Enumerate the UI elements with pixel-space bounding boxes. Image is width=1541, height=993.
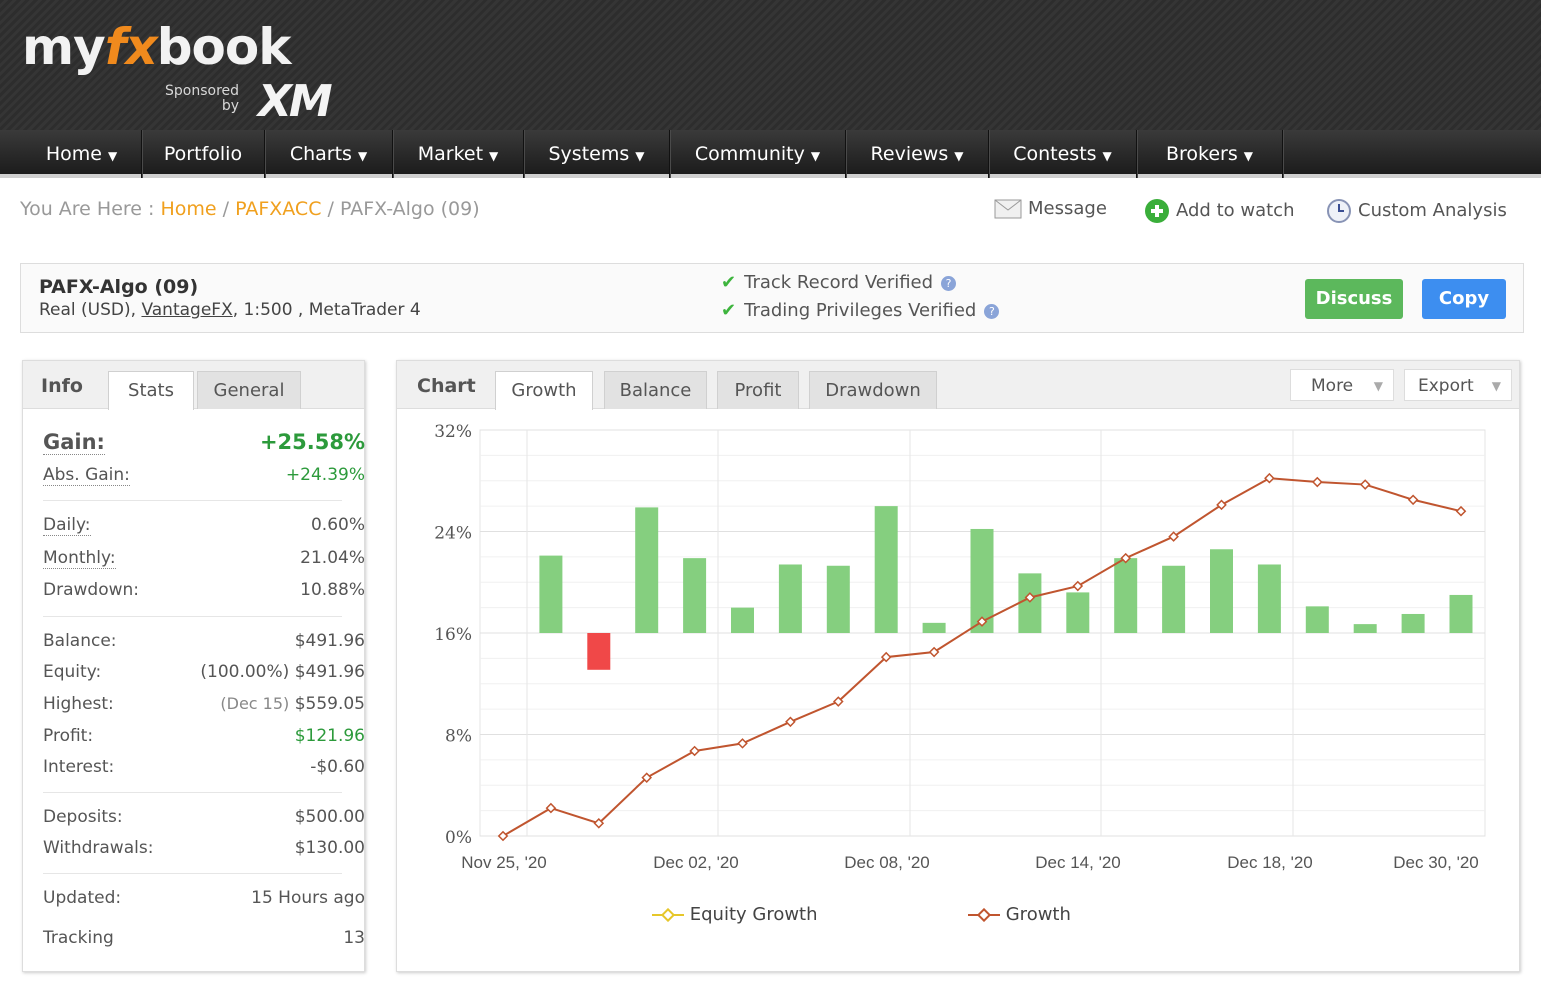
myfxbook-logo[interactable]: myfxbook: [22, 18, 291, 76]
nav-brokers[interactable]: Brokers ▼: [1137, 130, 1283, 178]
checkmark-icon: ✔: [721, 300, 737, 321]
legend-equity-marker: [652, 907, 684, 923]
tab-growth[interactable]: Growth: [495, 371, 593, 410]
abs-gain-row: Abs. Gain: +24.39%: [43, 465, 365, 486]
copy-button[interactable]: Copy: [1422, 279, 1506, 319]
tab-balance[interactable]: Balance: [604, 371, 707, 409]
chevron-down-icon: ▼: [1491, 379, 1501, 393]
more-dropdown[interactable]: More ▼: [1290, 369, 1394, 401]
nav-portfolio[interactable]: Portfolio: [142, 130, 265, 178]
add-to-watch-action[interactable]: Add to watch: [1144, 198, 1294, 224]
nav-market[interactable]: Market ▼: [393, 130, 524, 178]
clock-icon: [1327, 199, 1351, 223]
main-nav: Home ▼ Portfolio Charts ▼ Market ▼ Systems ▼…: [0, 130, 1541, 178]
trading-privileges-verified: ✔ Trading Privileges Verified?: [721, 300, 1000, 321]
envelope-icon: [994, 199, 1022, 219]
nav-community[interactable]: Community ▼: [670, 130, 846, 178]
nav-charts[interactable]: Charts ▼: [265, 130, 393, 178]
broker-link[interactable]: VantageFX: [141, 300, 233, 320]
chart-panel: Chart Growth Balance Profit Drawdown Mor…: [396, 360, 1520, 972]
account-details: Real (USD), VantageFX, 1:500 , MetaTrade…: [39, 300, 421, 320]
tab-stats[interactable]: Stats: [108, 371, 194, 410]
export-dropdown[interactable]: Export ▼: [1404, 369, 1512, 401]
breadcrumb-account[interactable]: PAFXACC: [235, 198, 322, 220]
chart-tab-label: Chart: [417, 375, 476, 397]
info-tab-label: Info: [41, 375, 83, 397]
breadcrumb-home[interactable]: Home: [160, 198, 217, 220]
track-record-verified: ✔ Track Record Verified?: [721, 272, 957, 293]
custom-analysis-action[interactable]: Custom Analysis: [1326, 198, 1507, 224]
account-summary: PAFX-Algo (09) Real (USD), VantageFX, 1:…: [20, 263, 1524, 333]
nav-reviews[interactable]: Reviews ▼: [846, 130, 989, 178]
nav-home[interactable]: Home ▼: [22, 130, 142, 178]
tab-general[interactable]: General: [197, 371, 301, 409]
xm-sponsor-logo[interactable]: XM: [258, 76, 333, 127]
tab-profit[interactable]: Profit: [717, 371, 799, 409]
chevron-down-icon: ▼: [1373, 379, 1383, 393]
legend-equity-growth[interactable]: Equity Growth: [652, 904, 818, 925]
info-tabs: Info Stats General: [23, 361, 364, 410]
chart-tabs: Chart Growth Balance Profit Drawdown Mor…: [397, 361, 1519, 410]
plus-circle-icon: [1145, 199, 1169, 223]
nav-contests[interactable]: Contests ▼: [989, 130, 1137, 178]
breadcrumb: You Are Here : Home / PAFXACC / PAFX-Alg…: [20, 198, 480, 220]
message-action[interactable]: Message: [994, 198, 1107, 219]
discuss-button[interactable]: Discuss: [1305, 279, 1403, 319]
nav-systems[interactable]: Systems ▼: [524, 130, 670, 178]
help-icon[interactable]: ?: [984, 303, 1000, 319]
sponsored-label: Sponsored by: [165, 83, 240, 114]
legend-growth[interactable]: Growth: [968, 904, 1071, 925]
legend-growth-marker: [968, 907, 1000, 923]
checkmark-icon: ✔: [721, 272, 737, 293]
site-header: myfxbook Sponsored by XM: [0, 0, 1541, 130]
account-title: PAFX-Algo (09): [39, 276, 199, 298]
info-panel: Info Stats General: [22, 360, 365, 972]
tab-drawdown[interactable]: Drawdown: [809, 371, 937, 409]
breadcrumb-current: PAFX-Algo (09): [339, 198, 480, 220]
help-icon[interactable]: ?: [941, 275, 957, 291]
gain-row: Gain: +25.58%: [43, 430, 365, 455]
